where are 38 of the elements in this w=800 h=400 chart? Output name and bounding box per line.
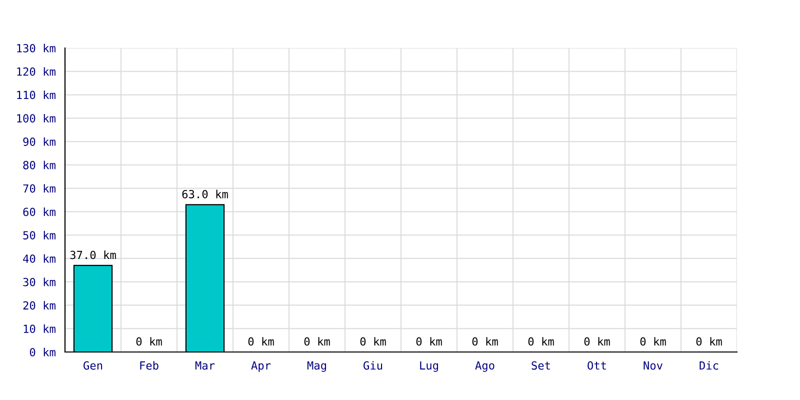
x-tick-label: Feb: [140, 361, 158, 370]
x-tick-label: Mag: [307, 361, 326, 372]
x-tick-label: Set: [532, 361, 550, 370]
x-tick-label: Giu: [364, 361, 382, 370]
x-tick-label: Nov: [644, 361, 662, 370]
y-tick-label: 30 km: [23, 278, 56, 286]
y-tick-label: 0 km: [30, 348, 56, 356]
y-tick-label: 80 km: [23, 160, 56, 170]
data-label: 0 km: [696, 337, 722, 346]
x-tick-label: Gen: [84, 361, 102, 370]
y-tick-label: 130 km: [17, 44, 56, 52]
data-label: 0 km: [640, 337, 666, 346]
y-tick-label: 120 km: [17, 67, 56, 76]
y-tick-label: 90 km: [23, 137, 56, 146]
data-label: 63.0 km: [182, 190, 228, 198]
data-label: 0 km: [248, 337, 274, 346]
x-tick-label: Ott: [588, 361, 606, 370]
data-label: 37.0 km: [70, 250, 116, 260]
y-tick-label: 60 km: [23, 208, 56, 216]
data-label: 0 km: [360, 337, 386, 346]
data-label: 0 km: [136, 337, 162, 346]
x-tick-label: Lug: [420, 361, 438, 372]
y-tick-label: 70 km: [23, 184, 56, 193]
data-label: 0 km: [584, 337, 610, 346]
y-tick-label: 50 km: [23, 230, 56, 240]
x-tick-label: Apr: [251, 361, 271, 372]
y-tick-label: 20 km: [23, 301, 56, 310]
x-tick-label: Dic: [700, 361, 718, 370]
y-tick-label: 110 km: [17, 90, 56, 100]
y-tick-label: 100 km: [17, 114, 56, 123]
y-tick-label: 10 km: [24, 324, 56, 334]
x-tick-label: Mar: [195, 361, 215, 370]
y-tick-label: 40 km: [23, 254, 56, 263]
data-label: 0 km: [528, 337, 554, 346]
x-tick-label: Ago: [475, 361, 494, 372]
data-label: 0 km: [416, 337, 442, 346]
data-label: 0 km: [472, 337, 498, 346]
data-label: 0 km: [304, 337, 330, 346]
